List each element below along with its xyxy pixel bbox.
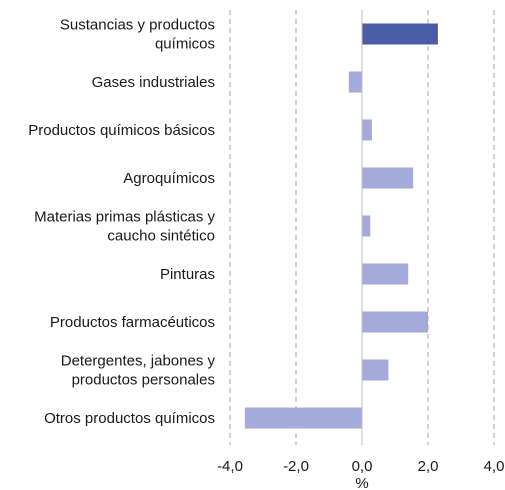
x-tick-label: 2,0 [418, 458, 439, 475]
category-label-line: Agroquímicos [123, 170, 215, 187]
bar [362, 167, 414, 189]
x-axis-title: % [355, 475, 368, 490]
category-label: Pinturas [160, 266, 215, 283]
category-label: Agroquímicos [123, 170, 215, 187]
category-label-line: químicos [155, 36, 215, 53]
category-label: Otros productos químicos [44, 410, 215, 427]
category-label-line: Pinturas [160, 266, 215, 283]
category-label: Sustancias y productos químicos [60, 17, 215, 53]
bar [362, 23, 438, 45]
category-label: Gases industriales [92, 74, 215, 91]
x-tick-label: -4,0 [217, 458, 243, 475]
category-label: Productos farmacéuticos [50, 314, 215, 331]
category-label-line: Sustancias y productos [60, 17, 215, 34]
category-label: Productos químicos básicos [28, 122, 215, 139]
x-tick-label: -2,0 [283, 458, 309, 475]
category-label: Detergentes, jabones y productos personal… [61, 353, 216, 389]
bar [362, 359, 389, 381]
category-label: Materias primas plásticas y caucho sintét… [34, 209, 215, 245]
category-label-line: caucho sintético [107, 228, 215, 245]
category-label-line: Detergentes, jabones y [61, 353, 216, 370]
bar [362, 215, 371, 237]
bar [362, 263, 409, 285]
category-label-line: productos personales [72, 372, 215, 389]
x-tick-label: 0,0 [352, 458, 373, 475]
bar [244, 407, 362, 429]
bar [362, 311, 428, 333]
x-tick-label: 4,0 [484, 458, 505, 475]
category-label-line: Otros productos químicos [44, 410, 215, 427]
category-label-line: Productos químicos básicos [28, 122, 215, 139]
category-label-line: Materias primas plásticas y [34, 209, 215, 226]
bar [348, 71, 362, 93]
category-label-line: Productos farmacéuticos [50, 314, 215, 331]
bar [362, 119, 372, 141]
category-label-line: Gases industriales [92, 74, 215, 91]
